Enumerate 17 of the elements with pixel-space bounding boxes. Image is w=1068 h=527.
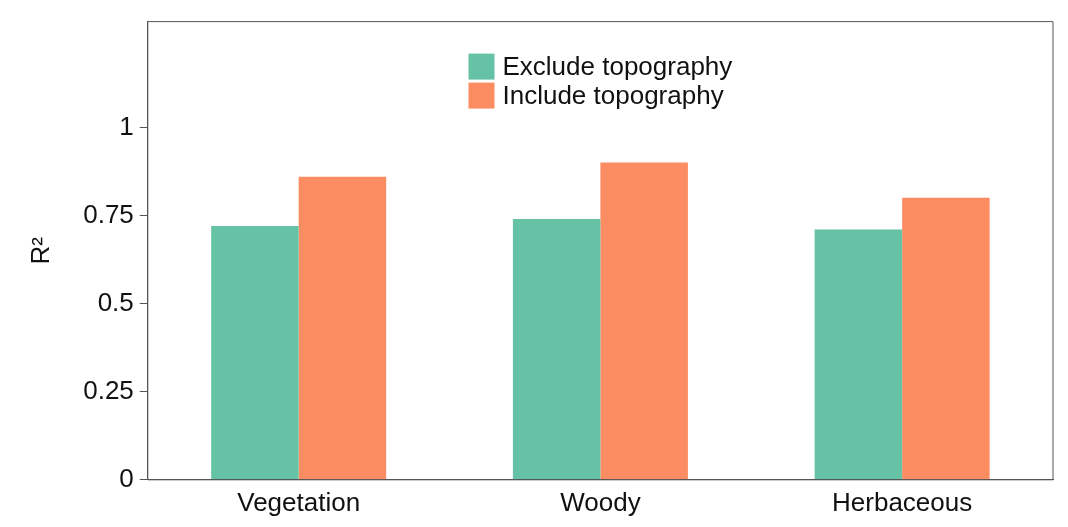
legend-label: Include topography — [502, 79, 724, 110]
y-tick-label: 0.25 — [83, 374, 134, 405]
legend-label: Exclude topography — [502, 50, 733, 81]
bar — [512, 218, 601, 480]
y-tick-label: 0.5 — [97, 286, 134, 317]
bar — [814, 229, 903, 480]
x-tick-label: Vegetation — [237, 486, 361, 517]
y-axis-title: R² — [24, 236, 55, 265]
bar — [600, 162, 688, 480]
y-tick-label: 0.75 — [83, 198, 134, 229]
bar — [211, 226, 299, 480]
x-tick-label: Herbaceous — [832, 486, 973, 517]
y-tick-label: 0 — [119, 462, 134, 493]
bar — [902, 197, 990, 480]
bar — [298, 176, 387, 480]
y-tick-label: 1 — [119, 110, 134, 141]
x-tick-label: Woody — [560, 486, 641, 517]
